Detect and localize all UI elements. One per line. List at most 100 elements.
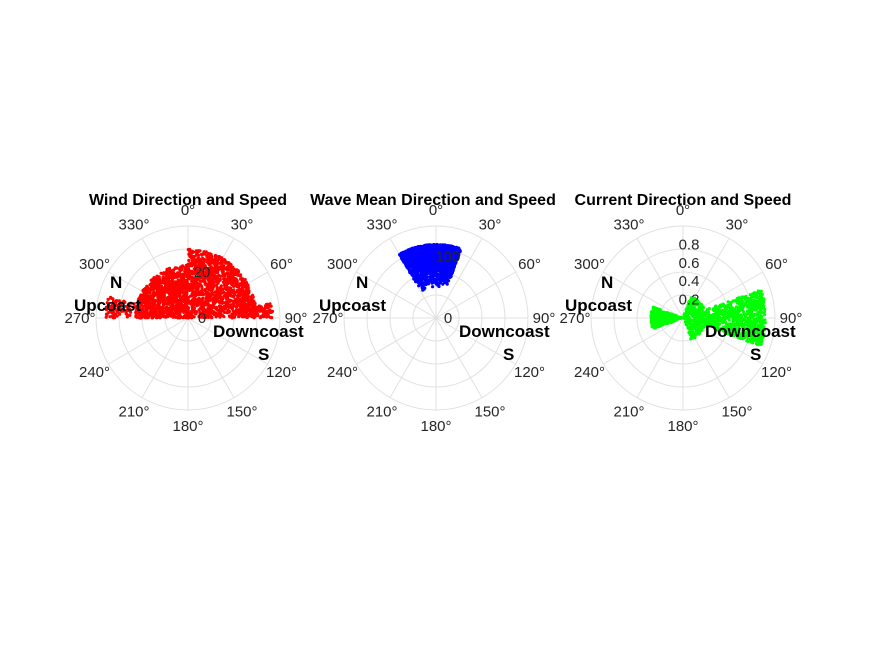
- wind-scatter-point: [242, 303, 246, 307]
- wind-scatter-point: [144, 306, 148, 310]
- wave-scatter-point: [417, 260, 421, 264]
- wave-scatter-point: [410, 258, 414, 263]
- wind-scatter-point: [196, 301, 201, 305]
- wind-scatter-point: [231, 284, 236, 288]
- wind-scatter-point: [218, 287, 222, 291]
- wave-scatter-point: [445, 272, 449, 276]
- wind-scatter-point: [189, 261, 193, 265]
- wind-scatter-point: [186, 248, 190, 252]
- wind-scatter-point: [195, 259, 199, 263]
- wind-scatter-point: [224, 304, 228, 308]
- wave-scatter-point: [415, 247, 419, 251]
- wind-scatter-point: [108, 315, 112, 319]
- wind-scatter-point: [186, 308, 190, 312]
- wave-scatter-point: [401, 258, 405, 262]
- wave-r-tick-label: 100: [435, 249, 460, 266]
- wind-scatter-point: [210, 261, 214, 265]
- wind-scatter-point: [170, 304, 174, 308]
- current-scatter-point: [749, 296, 753, 300]
- wind-scatter-point: [227, 274, 231, 278]
- current-scatter-point: [749, 313, 753, 318]
- wave-scatter-point: [421, 275, 425, 279]
- wind-scatter-point: [190, 314, 194, 318]
- wind-scatter-point: [220, 301, 224, 305]
- wind-scatter-point: [154, 278, 158, 282]
- wind-theta-tick-label: 300°: [79, 256, 110, 273]
- wind-scatter-point: [104, 315, 108, 319]
- wave-scatter-point: [442, 271, 446, 275]
- wind-scatter-point: [193, 310, 197, 314]
- wind-scatter-point: [214, 295, 218, 299]
- wind-theta-tick-label: 330°: [118, 217, 149, 234]
- wind-scatter-point: [192, 297, 196, 301]
- wind-theta-tick-label: 120°: [266, 364, 297, 381]
- wind-theta-tick-label: 150°: [226, 404, 257, 421]
- wind-scatter-point: [157, 309, 161, 313]
- wind-scatter-point: [198, 282, 202, 286]
- wave-scatter-point: [411, 254, 415, 258]
- wind-scatter-point: [172, 312, 176, 316]
- wind-scatter-point: [215, 269, 220, 273]
- wind-scatter-point: [218, 307, 222, 311]
- wind-scatter-point: [158, 291, 162, 295]
- wind-scatter-point: [205, 296, 209, 301]
- current-scatter-point: [707, 307, 711, 311]
- wind-scatter-point: [183, 309, 187, 314]
- wave-chart-title: Wave Mean Direction and Speed: [310, 192, 556, 209]
- wave-scatter-point: [401, 250, 405, 254]
- wind-scatter-point: [209, 252, 213, 256]
- wind-theta-tick-label: 30°: [231, 217, 254, 234]
- wind-grid-spoke: [187, 317, 268, 365]
- wind-scatter-point: [250, 297, 254, 301]
- wind-scatter-point: [189, 282, 193, 286]
- wind-scatter-point: [201, 309, 205, 313]
- wind-scatter-point: [213, 312, 217, 316]
- wave-scatter-point: [408, 253, 412, 257]
- wind-scatter-point: [137, 313, 141, 317]
- wind-scatter-point: [267, 303, 271, 307]
- wave-scatter-point: [419, 255, 423, 259]
- wind-scatter-point: [161, 279, 165, 283]
- wind-scatter-point: [240, 288, 244, 292]
- wind-scatter-point: [213, 262, 217, 266]
- wave-scatter-point: [437, 282, 441, 286]
- wind-scatter-point: [217, 261, 221, 265]
- wind-scatter-point: [219, 256, 223, 260]
- wind-scatter-point: [190, 310, 194, 314]
- wind-scatter-point: [229, 264, 233, 268]
- wind-scatter-point: [184, 304, 188, 308]
- wind-scatter-point: [186, 298, 190, 302]
- wind-scatter-point: [203, 264, 207, 268]
- wind-scatter-point: [248, 299, 252, 303]
- wind-scatter-point: [192, 284, 196, 288]
- wind-scatter-point: [211, 296, 215, 300]
- wind-scatter-point: [205, 303, 210, 307]
- wind-scatter-point: [171, 300, 175, 304]
- wind-scatter-point: [252, 304, 256, 308]
- wind-scatter-point: [178, 309, 183, 313]
- wind-scatter-point: [147, 312, 151, 316]
- wind-scatter-point: [228, 276, 232, 280]
- current-scatter-point: [714, 304, 718, 308]
- wind-scatter-point: [215, 290, 219, 294]
- wind-scatter-point: [190, 269, 194, 273]
- wind-scatter-point: [226, 265, 230, 270]
- wave-scatter-point: [448, 272, 453, 276]
- wind-scatter-point: [225, 271, 229, 275]
- wind-scatter-point: [177, 315, 181, 319]
- wind-scatter-point: [188, 312, 192, 316]
- wind-scatter-point: [171, 282, 175, 286]
- wind-scatter-point: [202, 277, 206, 281]
- wind-scatter-point: [165, 280, 169, 284]
- current-scatter-point: [750, 308, 754, 312]
- wind-scatter-point: [180, 288, 184, 292]
- wind-scatter-point: [221, 306, 225, 310]
- wind-scatter-point: [209, 276, 213, 280]
- wave-scatter-point: [446, 265, 451, 269]
- wind-scatter-point: [141, 307, 145, 311]
- current-scatter-point: [742, 317, 746, 321]
- wind-scatter-point: [183, 269, 187, 273]
- wind-scatter-point: [210, 256, 214, 260]
- wave-annotation-n: N: [356, 273, 368, 292]
- wind-scatter-point: [111, 316, 115, 320]
